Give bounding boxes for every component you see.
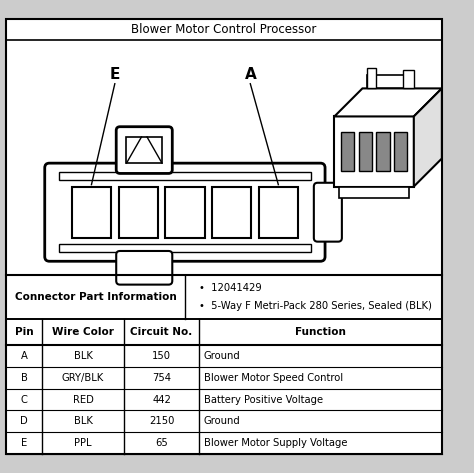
- Bar: [402, 70, 414, 88]
- Text: Blower Motor Speed Control: Blower Motor Speed Control: [204, 373, 343, 383]
- Text: Connector Part Information: Connector Part Information: [15, 292, 177, 302]
- FancyBboxPatch shape: [116, 127, 172, 174]
- Text: PPL: PPL: [74, 438, 92, 448]
- Bar: [259, 186, 298, 238]
- Bar: [367, 68, 376, 88]
- Bar: [59, 173, 311, 180]
- Bar: [72, 186, 111, 238]
- Text: 754: 754: [152, 373, 171, 383]
- Text: Pin: Pin: [15, 327, 34, 337]
- Text: •  12041429: • 12041429: [199, 283, 262, 293]
- Text: C: C: [21, 394, 27, 404]
- FancyBboxPatch shape: [45, 163, 325, 261]
- Polygon shape: [414, 88, 442, 186]
- Bar: [341, 132, 354, 171]
- Text: Blower Motor Supply Voltage: Blower Motor Supply Voltage: [204, 438, 347, 448]
- Text: Circuit No.: Circuit No.: [130, 327, 192, 337]
- Text: A: A: [21, 351, 27, 361]
- Text: Blower Motor Control Processor: Blower Motor Control Processor: [131, 23, 317, 36]
- Text: 150: 150: [152, 351, 171, 361]
- Bar: [376, 132, 390, 171]
- Text: Function: Function: [295, 327, 346, 337]
- Bar: [59, 245, 311, 252]
- Bar: [118, 186, 158, 238]
- Text: Wire Color: Wire Color: [52, 327, 114, 337]
- FancyBboxPatch shape: [116, 251, 172, 285]
- Text: 2150: 2150: [149, 416, 174, 426]
- Text: E: E: [21, 438, 27, 448]
- Text: 65: 65: [155, 438, 168, 448]
- Text: RED: RED: [73, 394, 93, 404]
- Text: E: E: [109, 67, 120, 82]
- FancyBboxPatch shape: [314, 183, 342, 242]
- Bar: [334, 116, 414, 186]
- Bar: [212, 186, 251, 238]
- Text: Battery Positive Voltage: Battery Positive Voltage: [204, 394, 323, 404]
- Bar: [339, 186, 409, 198]
- Text: BLK: BLK: [73, 351, 92, 361]
- Text: BLK: BLK: [73, 416, 92, 426]
- Polygon shape: [334, 88, 442, 116]
- Bar: [367, 75, 414, 88]
- Text: •  5-Way F Metri-Pack 280 Series, Sealed (BLK): • 5-Way F Metri-Pack 280 Series, Sealed …: [199, 301, 432, 311]
- Text: Ground: Ground: [204, 351, 240, 361]
- Text: A: A: [245, 67, 256, 82]
- Bar: [359, 132, 372, 171]
- Bar: [394, 132, 407, 171]
- Text: Ground: Ground: [204, 416, 240, 426]
- Bar: [127, 137, 162, 163]
- Text: GRY/BLK: GRY/BLK: [62, 373, 104, 383]
- Text: D: D: [20, 416, 28, 426]
- Bar: [165, 186, 204, 238]
- Text: 442: 442: [152, 394, 171, 404]
- Text: B: B: [21, 373, 27, 383]
